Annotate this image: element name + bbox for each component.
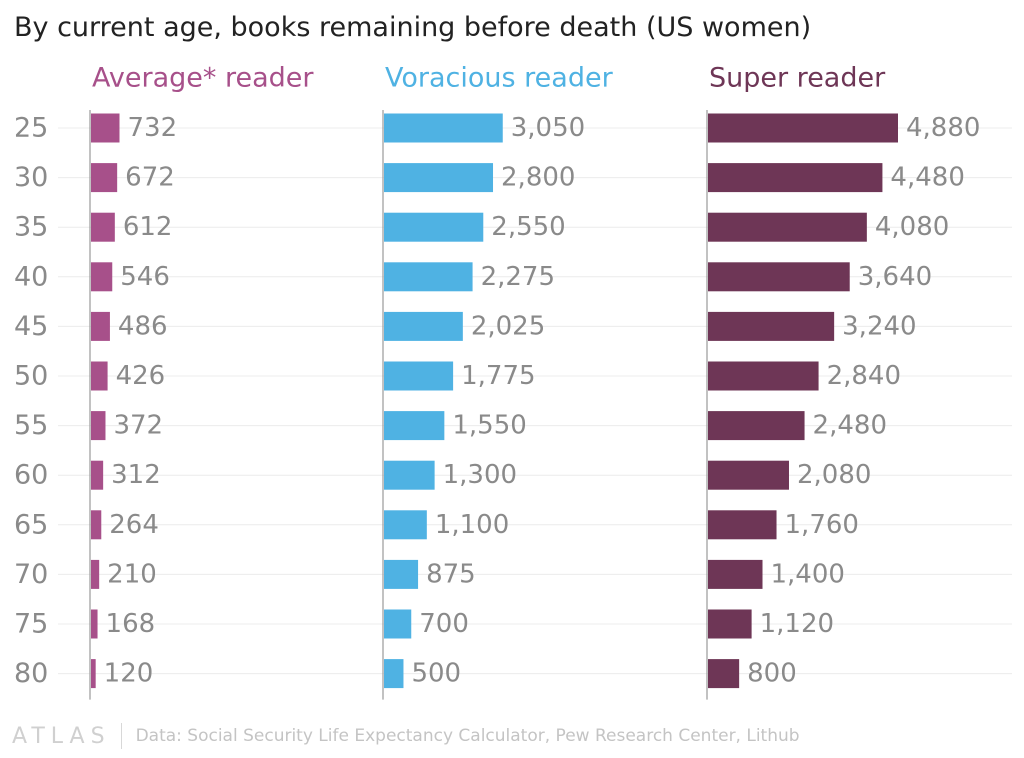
bar — [708, 659, 740, 689]
bar — [91, 361, 108, 391]
data-label: 1,760 — [785, 510, 859, 540]
age-label: 70 — [14, 559, 48, 590]
bar — [708, 510, 777, 540]
data-label: 1,775 — [461, 361, 535, 391]
data-label: 1,550 — [452, 411, 526, 441]
data-label: 1,120 — [760, 609, 834, 639]
bar — [91, 262, 113, 292]
data-label: 700 — [419, 609, 469, 639]
bar — [384, 163, 494, 193]
data-label: 120 — [104, 659, 154, 689]
data-label: 1,100 — [435, 510, 509, 540]
data-label: 3,240 — [842, 311, 916, 341]
bar — [91, 163, 118, 193]
data-label: 4,480 — [890, 163, 964, 193]
series-header: Super reader — [709, 63, 886, 94]
bar — [384, 609, 412, 639]
data-source: Data: Social Security Life Expectancy Ca… — [135, 726, 800, 746]
data-label: 2,275 — [481, 262, 555, 292]
data-label: 875 — [426, 559, 476, 589]
age-label: 65 — [14, 509, 48, 540]
chart-footer: ATLAS Data: Social Security Life Expecta… — [12, 720, 800, 752]
series-header: Average* reader — [92, 63, 314, 94]
data-label: 800 — [747, 659, 797, 689]
bar — [708, 262, 850, 292]
data-label: 546 — [120, 262, 170, 292]
age-label: 75 — [14, 609, 48, 640]
bar — [384, 411, 445, 441]
bar — [384, 262, 473, 292]
data-label: 612 — [123, 212, 173, 242]
bar — [708, 411, 805, 441]
bar — [91, 559, 100, 589]
data-label: 500 — [411, 659, 461, 689]
series-header: Voracious reader — [385, 63, 614, 94]
data-label: 486 — [118, 311, 168, 341]
data-label: 4,080 — [875, 212, 949, 242]
bar — [384, 311, 463, 341]
bar — [708, 609, 752, 639]
bar — [708, 361, 819, 391]
bar — [91, 609, 98, 639]
data-label: 210 — [107, 559, 157, 589]
data-label: 1,400 — [771, 559, 845, 589]
atlas-logo: ATLAS — [12, 723, 111, 749]
data-label: 2,025 — [471, 311, 545, 341]
data-label: 4,880 — [906, 113, 980, 143]
bar — [708, 460, 789, 490]
data-label: 426 — [116, 361, 166, 391]
bar — [708, 212, 867, 242]
data-label: 2,480 — [813, 411, 887, 441]
data-label: 732 — [128, 113, 178, 143]
age-label: 40 — [14, 261, 48, 292]
bar — [708, 163, 883, 193]
bar — [91, 311, 110, 341]
data-label: 312 — [111, 460, 161, 490]
data-label: 1,300 — [443, 460, 517, 490]
age-label: 80 — [14, 658, 48, 689]
bar — [91, 411, 106, 441]
bar — [708, 113, 898, 143]
age-label: 55 — [14, 410, 48, 441]
data-label: 2,550 — [491, 212, 565, 242]
bar — [91, 659, 96, 689]
bar — [384, 659, 404, 689]
bar — [91, 460, 104, 490]
data-label: 372 — [113, 411, 163, 441]
bar — [384, 510, 427, 540]
data-label: 168 — [106, 609, 156, 639]
data-label: 264 — [109, 510, 159, 540]
bar — [384, 559, 419, 589]
data-label: 2,080 — [797, 460, 871, 490]
bar — [91, 510, 102, 540]
data-label: 2,800 — [501, 163, 575, 193]
chart-title: By current age, books remaining before d… — [14, 12, 812, 43]
age-label: 50 — [14, 361, 48, 392]
age-label: 30 — [14, 162, 48, 193]
bar — [384, 361, 454, 391]
bar — [384, 113, 503, 143]
bar-chart: 25 30 35 40 45 50 55 60 65 70 75 80 Average* reader 7… — [14, 63, 1012, 700]
age-label: 35 — [14, 212, 48, 243]
data-label: 2,840 — [827, 361, 901, 391]
bar — [708, 559, 763, 589]
bar — [91, 212, 115, 242]
data-label: 3,050 — [511, 113, 585, 143]
bar — [384, 212, 484, 242]
age-label: 60 — [14, 460, 48, 491]
bar — [708, 311, 835, 341]
bar — [384, 460, 435, 490]
data-label: 3,640 — [858, 262, 932, 292]
footer-divider — [120, 723, 122, 749]
data-label: 672 — [125, 163, 175, 193]
age-label: 45 — [14, 311, 48, 342]
bar — [91, 113, 120, 143]
age-label: 25 — [14, 113, 48, 144]
